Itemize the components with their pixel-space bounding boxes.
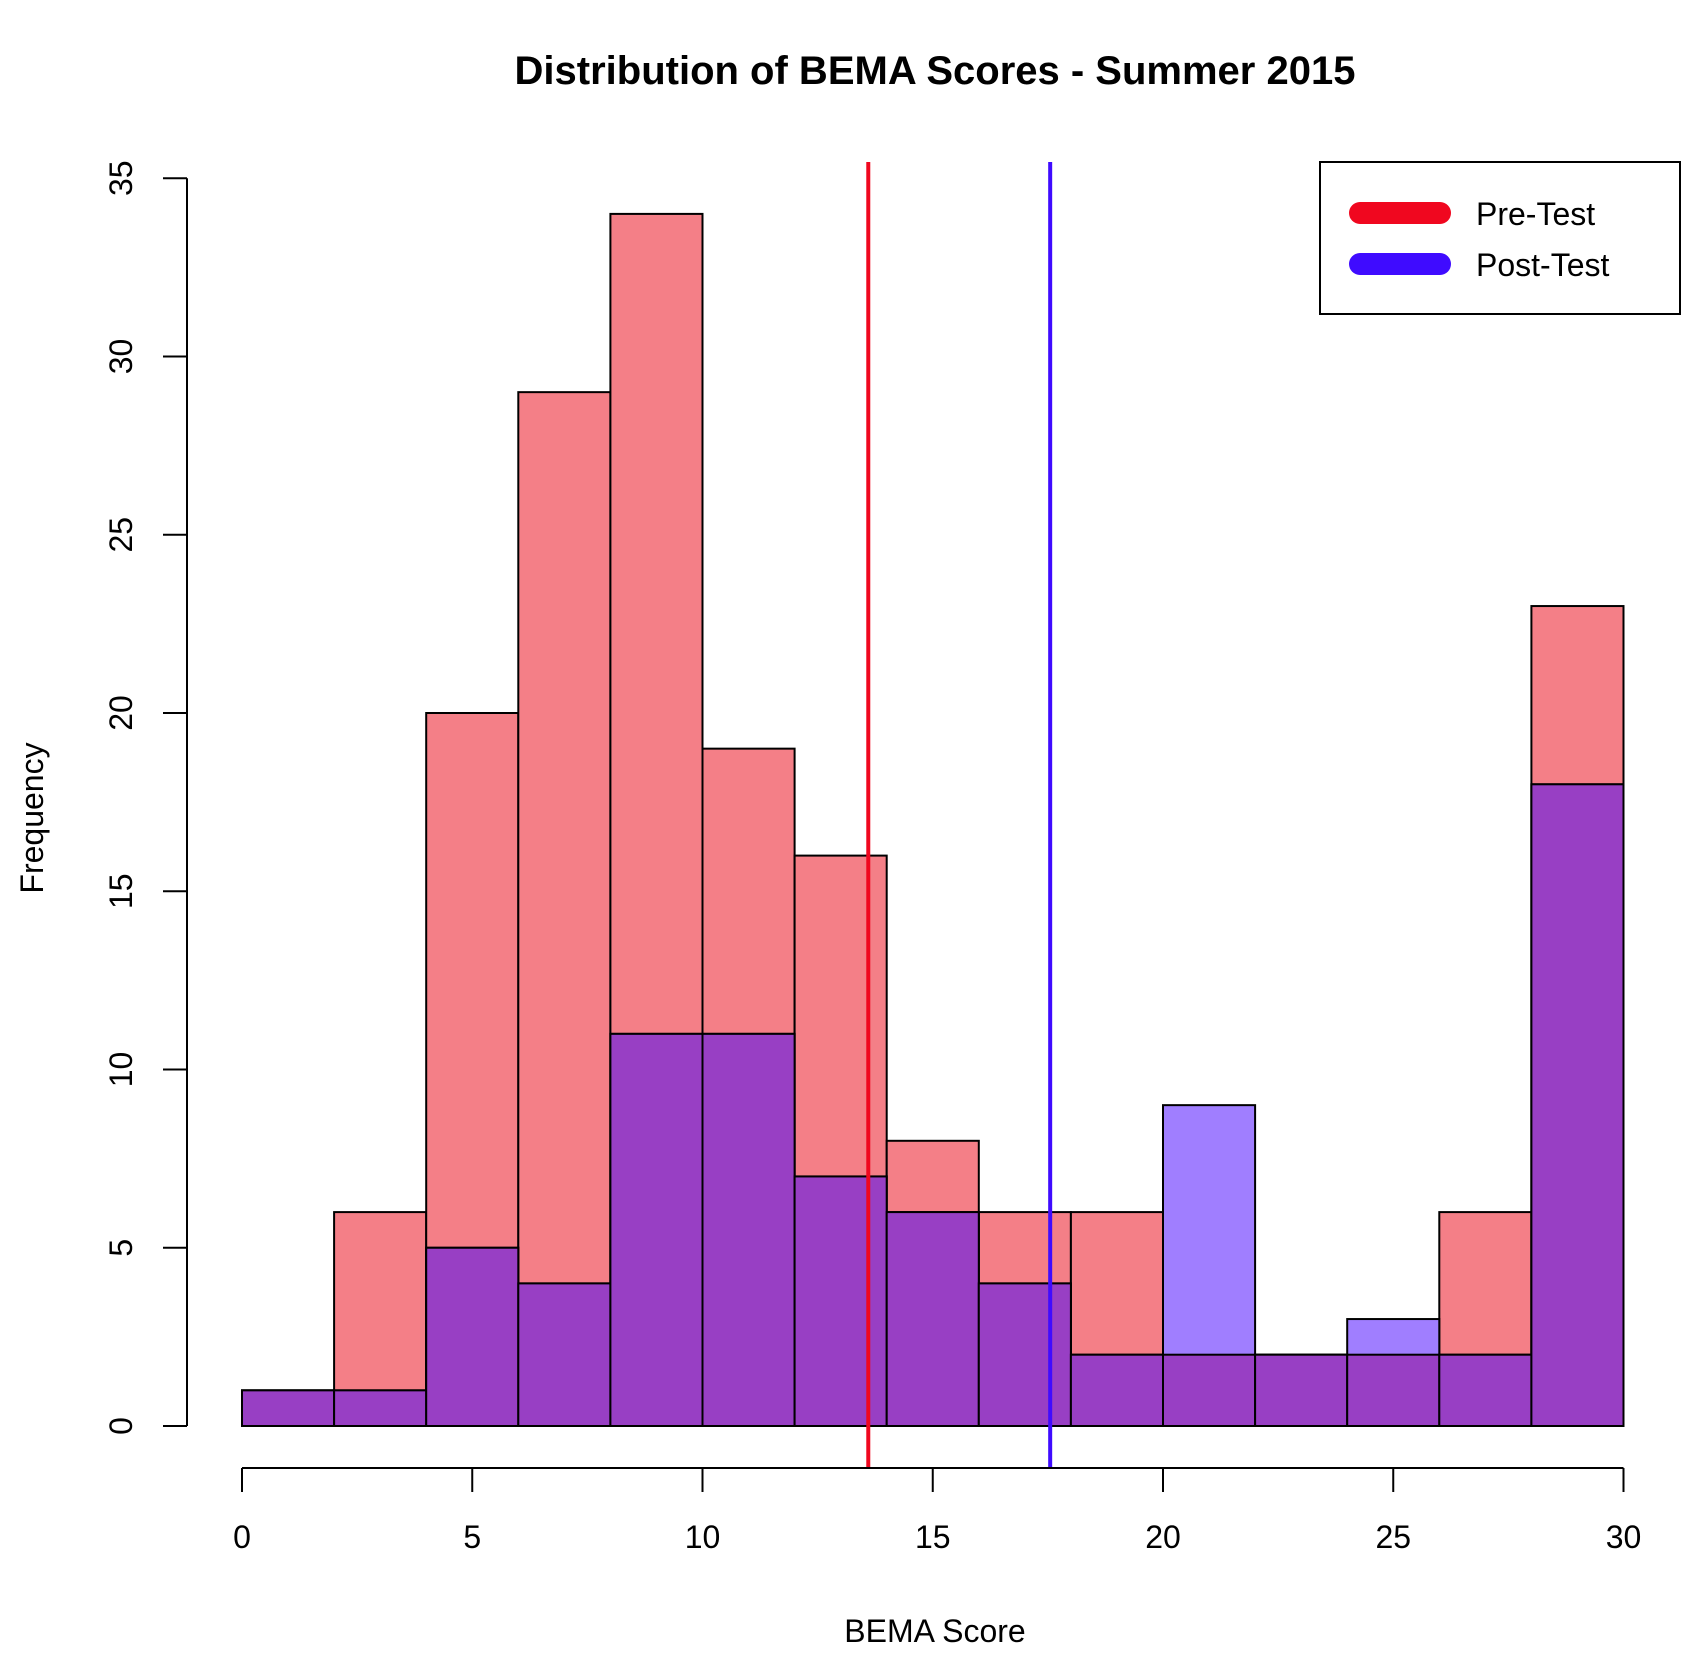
overlap-bars — [241, 783, 1625, 1428]
overlap-bar — [1346, 1353, 1441, 1427]
pre-test-bar — [517, 391, 612, 1427]
x-tick-label: 15 — [915, 1519, 951, 1555]
overlap-bar — [1254, 1353, 1349, 1427]
y-tick-label: 15 — [103, 873, 139, 909]
y-tick-label: 10 — [103, 1052, 139, 1088]
x-tick-label: 30 — [1606, 1519, 1642, 1555]
x-axis-label: BEMA Score — [844, 1613, 1025, 1649]
legend: Pre-Test Post-Test — [1319, 161, 1681, 315]
overlap-bar — [1069, 1353, 1165, 1427]
x-tick-label: 10 — [685, 1519, 721, 1555]
legend-box — [1319, 161, 1681, 315]
legend-label-pre-test: Pre-Test — [1476, 196, 1595, 232]
y-tick-label: 30 — [103, 339, 139, 375]
x-tick-label: 0 — [233, 1519, 251, 1555]
overlap-bar — [701, 1032, 796, 1427]
overlap-bar — [333, 1389, 428, 1427]
x-axis: 0 5 10 15 20 25 30 — [233, 1467, 1642, 1555]
overlap-bar — [425, 1246, 520, 1427]
overlap-bar — [1162, 1353, 1257, 1427]
overlap-bar — [609, 1032, 704, 1427]
legend-label-post-test: Post-Test — [1476, 247, 1609, 283]
overlap-bar — [241, 1389, 336, 1427]
overlap-bar — [977, 1282, 1072, 1428]
y-tick-label: 5 — [103, 1239, 139, 1257]
mean-lines — [866, 162, 1053, 1468]
overlap-bar — [1438, 1353, 1533, 1427]
y-axis-label: Frequency — [14, 742, 50, 893]
overlap-bar — [1530, 783, 1625, 1427]
x-tick-label: 25 — [1375, 1519, 1411, 1555]
y-tick-label: 20 — [103, 695, 139, 731]
x-tick-label: 20 — [1145, 1519, 1181, 1555]
chart-title: Distribution of BEMA Scores - Summer 201… — [515, 49, 1356, 93]
overlap-bar — [885, 1211, 980, 1427]
y-tick-label: 25 — [103, 517, 139, 553]
y-axis: 0 5 10 15 20 25 30 35 — [103, 160, 188, 1435]
y-tick-label: 35 — [103, 160, 139, 196]
overlap-bar — [517, 1282, 612, 1428]
y-tick-label: 0 — [103, 1417, 139, 1435]
overlap-bar — [793, 1175, 888, 1427]
x-tick-label: 5 — [463, 1519, 481, 1555]
